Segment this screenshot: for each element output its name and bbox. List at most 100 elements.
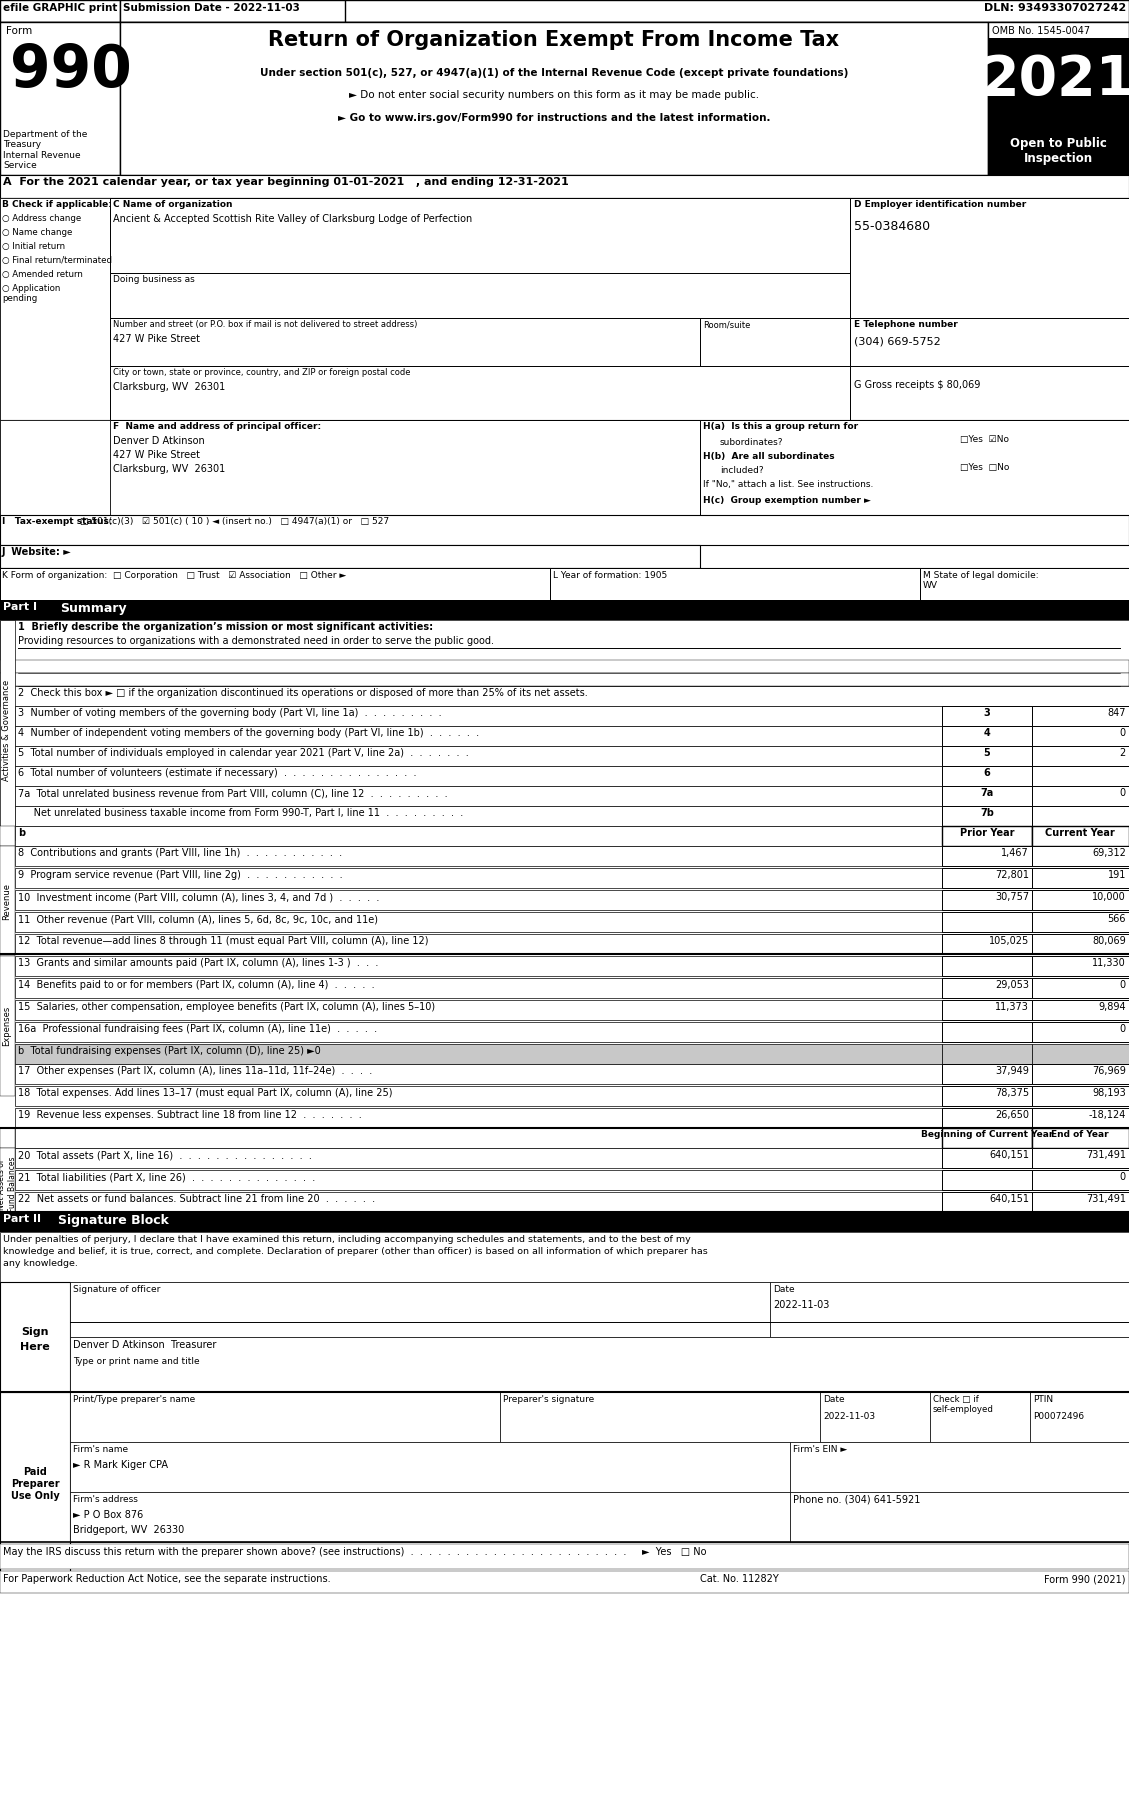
Text: 9,894: 9,894 [1099,1001,1126,1012]
Text: Signature Block: Signature Block [58,1214,169,1226]
Bar [0,673,1129,686]
Bar [0,660,1129,673]
Bar [1032,912,1129,932]
Bar [110,317,700,366]
Bar [70,1337,1129,1391]
Text: ► P O Box 876: ► P O Box 876 [73,1509,143,1520]
Text: 14  Benefits paid to or for members (Part IX, column (A), line 4)  .  .  .  .  .: 14 Benefits paid to or for members (Part… [18,980,375,990]
Text: 19  Revenue less expenses. Subtract line 18 from line 12  .  .  .  .  .  .  .: 19 Revenue less expenses. Subtract line … [18,1110,361,1119]
Bar [15,912,942,932]
Text: 640,151: 640,151 [989,1150,1029,1159]
Text: 37,949: 37,949 [995,1067,1029,1076]
Text: H(c)  Group exemption number ►: H(c) Group exemption number ► [703,495,870,504]
Bar [550,568,920,600]
Text: H(b)  Are all subordinates: H(b) Are all subordinates [703,452,834,461]
Text: □Yes  □No: □Yes □No [960,463,1009,472]
Text: OMB No. 1545-0047: OMB No. 1545-0047 [992,25,1091,36]
Bar [15,891,942,911]
Text: 1,467: 1,467 [1001,847,1029,858]
Text: Check □ if
self-employed: Check □ if self-employed [933,1395,994,1415]
Text: Firm's address: Firm's address [73,1495,138,1504]
Bar [1032,1128,1129,1148]
Bar [942,956,1032,976]
Bar [942,978,1032,998]
Bar [942,869,1032,889]
Text: Room/suite: Room/suite [703,319,751,328]
Text: 16a  Professional fundraising fees (Part IX, column (A), line 11e)  .  .  .  .  : 16a Professional fundraising fees (Part … [18,1023,377,1034]
Text: 0: 0 [1120,787,1126,798]
Bar [0,568,1129,600]
Text: 15  Salaries, other compensation, employee benefits (Part IX, column (A), lines : 15 Salaries, other compensation, employe… [18,1001,435,1012]
Bar [942,1170,1032,1190]
Bar [15,1045,942,1065]
Bar [1032,845,1129,865]
Bar [15,706,942,726]
Text: 12  Total revenue—add lines 8 through 11 (must equal Part VIII, column (A), line: 12 Total revenue—add lines 8 through 11 … [18,936,429,945]
Bar [1032,1021,1129,1041]
Bar [942,1108,1032,1128]
Bar [0,421,110,515]
Bar [110,272,850,317]
Bar [1032,934,1129,954]
Bar [0,845,15,956]
Bar [70,1391,500,1442]
Bar [942,912,1032,932]
Text: Sign: Sign [21,1328,49,1337]
Text: 9  Program service revenue (Part VIII, line 2g)  .  .  .  .  .  .  .  .  .  .  .: 9 Program service revenue (Part VIII, li… [18,871,342,880]
Text: Preparer's signature: Preparer's signature [504,1395,594,1404]
Bar [1032,746,1129,766]
Text: Phone no. (304) 641-5921: Phone no. (304) 641-5921 [793,1495,920,1506]
Bar [70,1282,770,1337]
Text: 5  Total number of individuals employed in calendar year 2021 (Part V, line 2a) : 5 Total number of individuals employed i… [18,747,469,758]
Bar [15,956,942,976]
Bar [1032,1000,1129,1019]
Text: (304) 669-5752: (304) 669-5752 [854,336,940,346]
Bar [15,1192,942,1212]
Text: Under section 501(c), 527, or 4947(a)(1) of the Internal Revenue Code (except pr: Under section 501(c), 527, or 4947(a)(1)… [260,67,848,78]
Bar [1032,706,1129,726]
Text: End of Year: End of Year [1051,1130,1109,1139]
Text: I   Tax-exempt status:: I Tax-exempt status: [2,517,113,526]
Bar [15,1128,942,1148]
Text: 6: 6 [983,767,990,778]
Text: Form 990 (2021): Form 990 (2021) [1044,1575,1126,1584]
Text: Signature of officer: Signature of officer [73,1284,160,1293]
Text: 427 W Pike Street: 427 W Pike Street [113,450,200,461]
Text: 427 W Pike Street: 427 W Pike Street [113,334,200,345]
Text: 21  Total liabilities (Part X, line 26)  .  .  .  .  .  .  .  .  .  .  .  .  .  : 21 Total liabilities (Part X, line 26) .… [18,1172,315,1183]
Text: M State of legal domicile:
WV: M State of legal domicile: WV [924,571,1039,590]
Bar [942,805,1032,825]
Bar [1032,1045,1129,1065]
Text: Activities & Governance: Activities & Governance [2,680,11,780]
Bar [1032,1108,1129,1128]
Bar [0,956,15,1096]
Text: included?: included? [720,466,763,475]
Bar [0,544,700,568]
Bar [700,421,1129,515]
Text: J  Website: ►: J Website: ► [2,548,72,557]
Text: Date: Date [773,1284,795,1293]
Text: 5: 5 [983,747,990,758]
Bar [770,1282,1129,1337]
Bar [15,1021,942,1041]
Bar [1032,1170,1129,1190]
Bar [0,198,110,421]
Text: For Paperwork Reduction Act Notice, see the separate instructions.: For Paperwork Reduction Act Notice, see … [3,1575,331,1584]
Bar [120,0,345,22]
Text: Clarksburg, WV  26301: Clarksburg, WV 26301 [113,383,226,392]
Bar [988,129,1129,174]
Bar [15,1148,942,1168]
Text: Denver D Atkinson  Treasurer: Denver D Atkinson Treasurer [73,1341,217,1350]
Text: 17  Other expenses (Part IX, column (A), lines 11a–11d, 11f–24e)  .  .  .  .: 17 Other expenses (Part IX, column (A), … [18,1067,373,1076]
Bar [0,568,550,600]
Bar [942,1192,1032,1212]
Text: Beginning of Current Year: Beginning of Current Year [921,1130,1053,1139]
Bar [15,825,942,845]
Text: Expenses: Expenses [2,1007,11,1047]
Bar [15,845,942,865]
Text: Revenue: Revenue [2,882,11,920]
Text: 6  Total number of volunteers (estimate if necessary)  .  .  .  .  .  .  .  .  .: 6 Total number of volunteers (estimate i… [18,767,417,778]
Text: 55-0384680: 55-0384680 [854,219,930,232]
Text: ○ Application
pending: ○ Application pending [2,285,60,303]
Bar [0,22,1129,174]
